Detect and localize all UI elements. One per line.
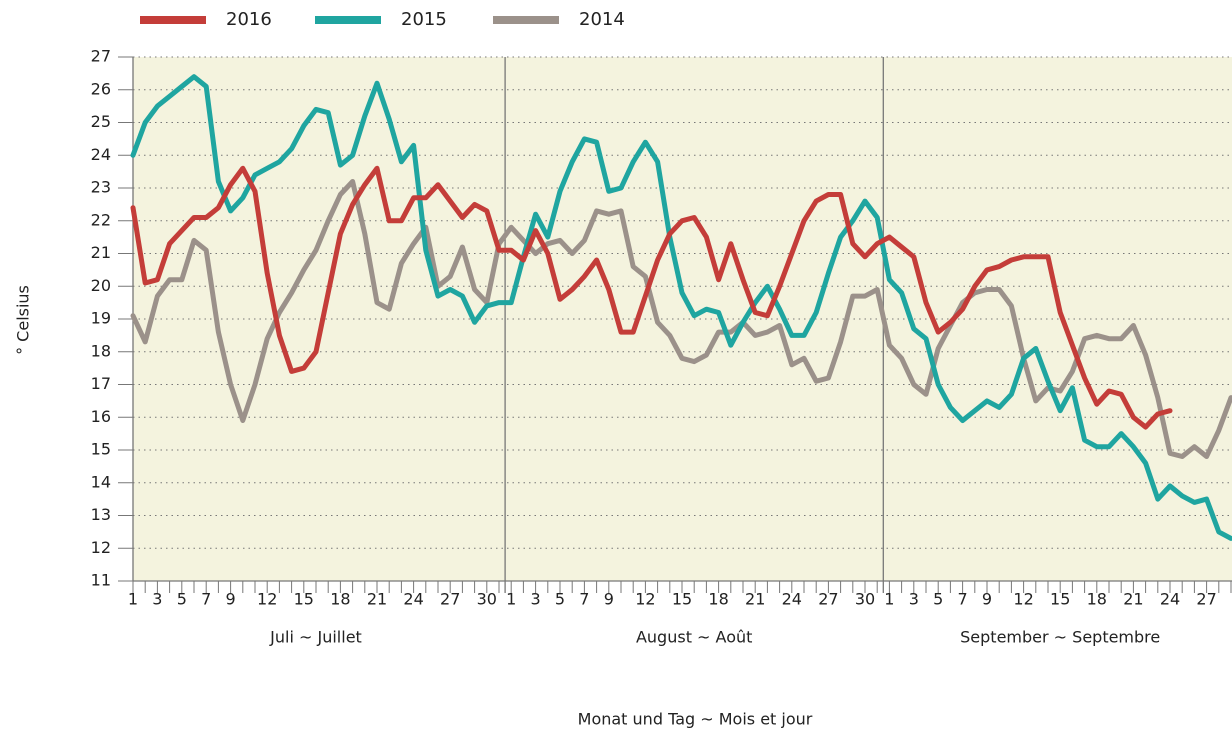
x-tick-label: 24	[782, 590, 802, 609]
y-tick-label: 19	[91, 309, 111, 328]
y-tick-label: 16	[91, 407, 111, 426]
x-tick-label: 1	[884, 590, 894, 609]
y-tick-label: 23	[91, 178, 111, 197]
x-tick-label: 27	[1196, 590, 1216, 609]
x-tick-label: 5	[933, 590, 943, 609]
x-tick-label: 9	[982, 590, 992, 609]
x-tick-label: 5	[177, 590, 187, 609]
x-tick-label: 9	[604, 590, 614, 609]
series-line	[130, 165, 1173, 430]
series-line	[130, 74, 1232, 541]
x-tick-label: 1	[506, 590, 516, 609]
x-tick-label: 3	[152, 590, 162, 609]
y-tick-label: 24	[91, 145, 111, 164]
month-label: Juli ~ Juillet	[269, 628, 362, 647]
month-label: August ~ Août	[636, 628, 752, 647]
y-tick-label: 20	[91, 276, 111, 295]
x-tick-label: 1	[128, 590, 138, 609]
plot-background	[133, 57, 1232, 581]
y-tick-label: 26	[91, 79, 111, 98]
x-tick-label: 9	[226, 590, 236, 609]
y-tick-label: 21	[91, 243, 111, 262]
x-tick-label: 30	[855, 590, 875, 609]
y-tick-label: 27	[91, 47, 111, 66]
x-tick-label: 18	[708, 590, 728, 609]
y-axis-label: ° Celsius	[14, 285, 33, 355]
x-tick-label: 15	[1050, 590, 1070, 609]
legend-label: 2014	[579, 9, 625, 30]
x-tick-label: 27	[818, 590, 838, 609]
month-label: September ~ Septembre	[960, 628, 1160, 647]
x-tick-label: 24	[403, 590, 423, 609]
y-tick-label: 14	[91, 472, 111, 491]
x-tick-label: 15	[672, 590, 692, 609]
x-tick-label: 21	[367, 590, 387, 609]
y-tick-label: 22	[91, 210, 111, 229]
x-tick-label: 24	[1160, 590, 1180, 609]
y-tick-label: 18	[91, 341, 111, 360]
x-tick-label: 3	[531, 590, 541, 609]
x-tick-label: 30	[477, 590, 497, 609]
x-tick-label: 7	[201, 590, 211, 609]
x-tick-label: 5	[555, 590, 565, 609]
y-tick-label: 12	[91, 538, 111, 557]
series-line	[130, 179, 1232, 459]
x-tick-label: 27	[440, 590, 460, 609]
y-tick-label: 11	[91, 571, 111, 590]
x-tick-label: 7	[579, 590, 589, 609]
x-tick-label: 21	[1123, 590, 1143, 609]
y-tick-label: 17	[91, 374, 111, 393]
x-tick-label: 12	[635, 590, 655, 609]
x-axis-label: Monat und Tag ~ Mois et jour	[578, 710, 813, 729]
x-tick-label: 12	[257, 590, 277, 609]
y-tick-label: 13	[91, 505, 111, 524]
y-tick-label: 25	[91, 112, 111, 131]
x-tick-label: 15	[294, 590, 314, 609]
x-tick-label: 21	[745, 590, 765, 609]
x-tick-label: 3	[909, 590, 919, 609]
x-tick-label: 18	[330, 590, 350, 609]
legend-label: 2015	[401, 9, 447, 30]
x-tick-label: 7	[958, 590, 968, 609]
x-tick-label: 18	[1087, 590, 1107, 609]
legend-label: 2016	[226, 9, 272, 30]
y-tick-label: 15	[91, 440, 111, 459]
x-tick-label: 12	[1013, 590, 1033, 609]
